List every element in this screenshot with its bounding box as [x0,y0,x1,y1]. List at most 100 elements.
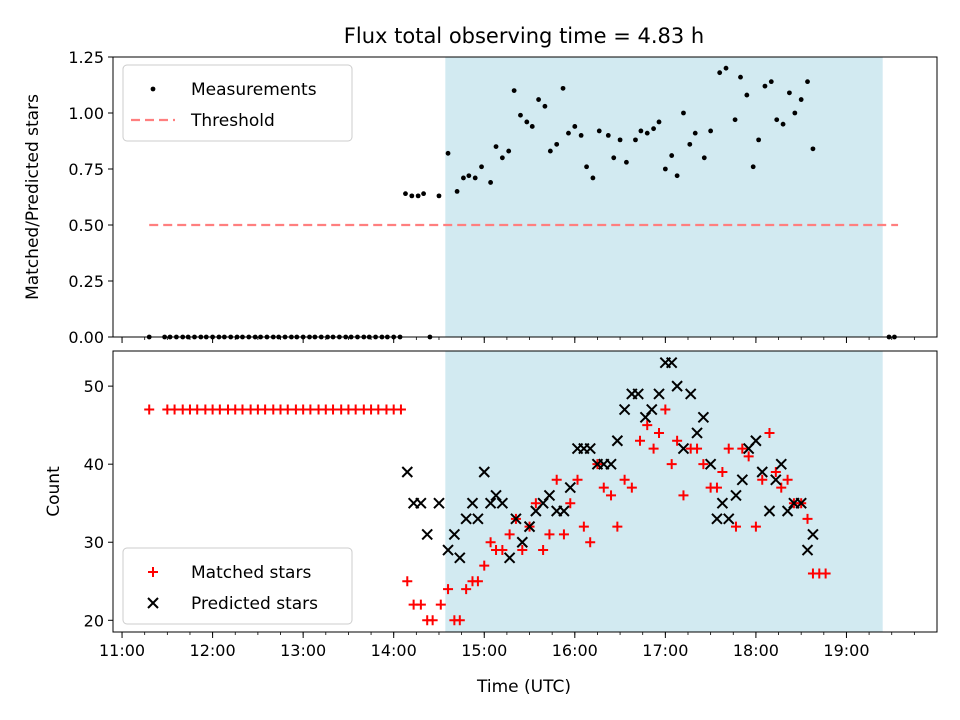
data-point [442,544,454,556]
data-point [626,482,637,493]
x-tick-label: 13:00 [280,641,326,660]
data-point [523,520,536,533]
data-point [697,411,710,424]
data-point [744,92,750,98]
data-point [484,497,497,509]
data-point [466,173,472,179]
y-axis-label: Matched/Predicted stars [23,94,43,300]
data-point [711,513,723,525]
observing-window-band [445,351,883,632]
data-point [402,576,413,587]
data-point [454,615,465,626]
data-point [763,505,776,517]
data-point [572,474,583,485]
data-point [448,528,461,541]
legend-label: Measurements [191,80,317,100]
data-point [805,79,810,85]
data-point [544,529,555,540]
data-point [605,458,617,470]
data-point [774,117,780,123]
y-tick-label: 0.75 [68,160,104,179]
y-tick-label: 30 [84,533,104,552]
data-point [560,85,566,91]
data-point [436,193,442,199]
data-point [518,112,523,118]
data-point [654,427,665,438]
legend-label: Matched stars [191,563,311,583]
data-point [692,130,698,136]
data-point [708,128,714,134]
x-tick-label: 17:00 [642,641,688,660]
data-point [427,615,438,626]
data-point [730,521,741,532]
data-point [537,497,549,509]
data-point [743,451,754,462]
data-point [757,474,768,485]
y-tick-label: 1.00 [68,104,104,123]
data-point [565,498,576,509]
data-point [585,537,596,548]
data-point [554,141,560,147]
data-point [506,148,512,154]
y-tick-label: 0.50 [68,216,104,235]
data-point [460,513,472,525]
data-point [578,521,589,532]
data-point [820,568,831,579]
data-point [421,528,433,541]
data-point [656,119,662,125]
data-point [723,443,734,454]
series-predicted-stars [401,357,819,564]
data-point [677,442,690,455]
data-point [678,490,689,501]
x-tick-label: 18:00 [733,641,779,660]
legend-marker [147,597,159,609]
data-point [634,435,645,446]
data-point [665,357,678,369]
legend-label: Predicted stars [191,594,318,614]
y-tick-label: 0.00 [68,328,104,347]
data-point [605,133,611,138]
data-point [644,130,650,136]
data-point [611,435,624,447]
data-point [454,189,460,194]
x-tick-label: 16:00 [552,641,598,660]
data-point [598,482,609,493]
data-point [497,545,508,556]
data-point [472,175,478,181]
data-point [780,121,786,127]
observing-window-band [445,57,883,337]
data-point [433,497,445,509]
data-point [795,497,807,509]
data-point [704,458,717,470]
data-point [421,191,426,197]
data-point [551,474,562,485]
data-point [770,474,782,486]
data-point [716,497,729,509]
data-point [566,130,571,136]
data-point [642,420,653,431]
data-point [684,388,697,400]
data-point [504,529,515,540]
data-point [584,442,596,455]
legend-marker [150,86,156,92]
data-point [750,435,762,447]
data-point [671,380,683,392]
data-point [723,65,729,71]
data-point [584,164,589,170]
data-point [496,497,509,509]
plot-frame [112,56,938,338]
data-point [472,513,484,525]
y-tick-label: 0.25 [68,272,104,291]
data-point [511,88,517,93]
data-point [499,155,505,161]
count-panel: 20 30 40 50 11:00 12:00 13:00 14:00 15:00 16:00 17… [44,350,938,660]
data-point [692,443,703,454]
data-point [711,482,722,493]
data-point [401,466,413,478]
data-point [648,443,659,454]
data-point [578,133,584,138]
data-point [478,466,490,478]
legend-box [122,547,353,625]
data-point [517,545,528,556]
data-point [144,404,155,415]
